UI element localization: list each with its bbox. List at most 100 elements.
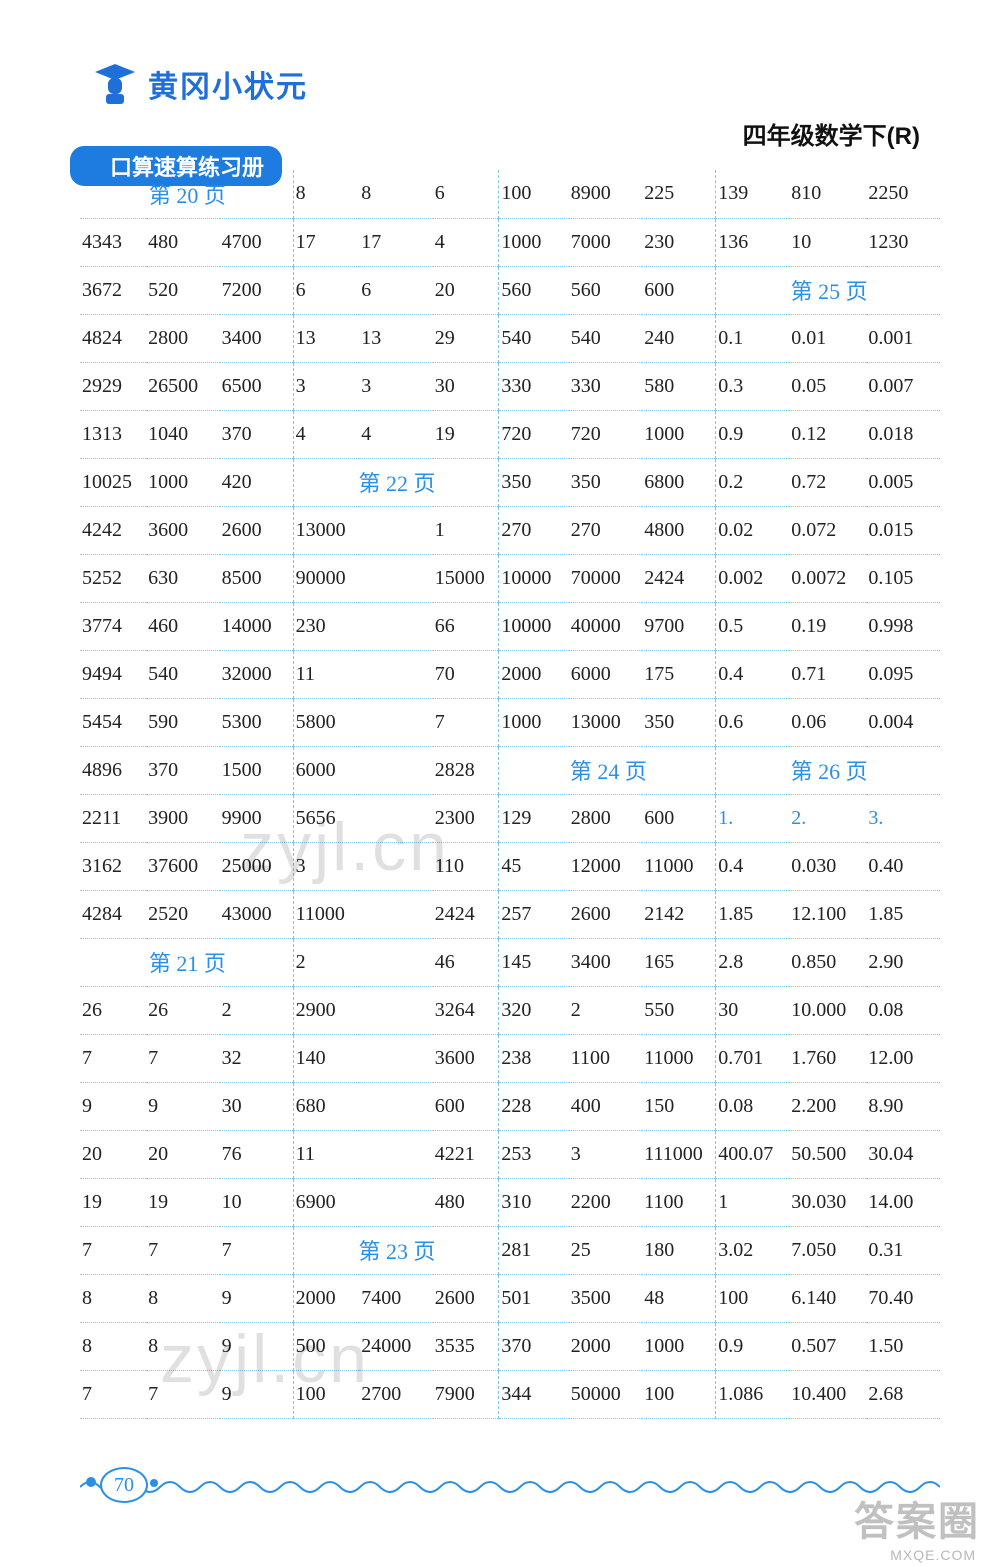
answer-table-wrap: 第 20 页8861008900225139810225043434804700…	[80, 170, 940, 1419]
answer-cell: 3400	[220, 314, 294, 362]
answer-cell: 180	[642, 1226, 716, 1274]
table-row: 292926500650033303303305800.30.050.007	[80, 362, 940, 410]
answer-cell: 7200	[220, 266, 294, 314]
answer-cell: 8	[80, 1322, 146, 1370]
answer-cell: 2700	[359, 1370, 433, 1418]
answer-cell: 2929	[80, 362, 146, 410]
answer-cell: 6	[359, 266, 433, 314]
answer-cell: 11000	[642, 1034, 716, 1082]
answer-cell: 7	[80, 1226, 146, 1274]
answer-cell: 17	[293, 218, 359, 266]
answer-cell: 70	[433, 650, 499, 698]
answer-cell: 25	[569, 1226, 643, 1274]
answer-cell	[359, 1082, 433, 1130]
answer-cell: 370	[220, 410, 294, 458]
answer-cell: 0.007	[866, 362, 940, 410]
answer-cell: 0.12	[789, 410, 866, 458]
answer-cell: 6.140	[789, 1274, 866, 1322]
answer-cell: 2600	[569, 890, 643, 938]
answer-cell: 66	[433, 602, 499, 650]
answer-cell: 11	[293, 650, 359, 698]
answer-cell: 2800	[569, 794, 643, 842]
answer-cell: 32	[220, 1034, 294, 1082]
answer-cell: 7	[433, 698, 499, 746]
answer-cell: 13	[293, 314, 359, 362]
answer-cell: 9494	[80, 650, 146, 698]
answer-cell: 501	[499, 1274, 569, 1322]
table-row: 37744601400023066100004000097000.50.190.…	[80, 602, 940, 650]
answer-cell: 3.02	[716, 1226, 790, 1274]
answer-cell: 270	[569, 506, 643, 554]
answer-cell: 46	[433, 938, 499, 986]
answer-cell	[359, 506, 433, 554]
answer-cell: 32000	[220, 650, 294, 698]
answer-cell: 76	[220, 1130, 294, 1178]
table-row: 第 21 页24614534001652.80.8502.90	[80, 938, 940, 986]
answer-cell: 0.030	[789, 842, 866, 890]
answer-cell: 9	[220, 1370, 294, 1418]
answer-cell: 0.72	[789, 458, 866, 506]
answer-cell: 3	[569, 1130, 643, 1178]
answer-cell	[359, 746, 433, 794]
answer-cell: 2211	[80, 794, 146, 842]
logo-block: 黄冈小状元 口算速算练习册	[90, 60, 308, 186]
answer-cell: 480	[433, 1178, 499, 1226]
answer-cell: 3	[293, 842, 359, 890]
answer-cell: 7	[146, 1034, 220, 1082]
answer-cell: 14.00	[866, 1178, 940, 1226]
answer-cell: 136	[716, 218, 790, 266]
answer-cell: 230	[642, 218, 716, 266]
answer-cell: 600	[642, 266, 716, 314]
answer-cell: 10.000	[789, 986, 866, 1034]
answer-cell: 0.5	[716, 602, 790, 650]
answer-cell: 110	[433, 842, 499, 890]
answer-cell: 1.50	[866, 1322, 940, 1370]
answer-cell: 1	[716, 1178, 790, 1226]
answer-cell: 0.4	[716, 842, 790, 890]
answer-cell: 4221	[433, 1130, 499, 1178]
answer-cell: 810	[789, 170, 866, 218]
answer-cell: 19	[433, 410, 499, 458]
answer-cell: 350	[642, 698, 716, 746]
page-label: 第 21 页	[80, 938, 293, 986]
answer-cell: 2000	[499, 650, 569, 698]
answer-cell: 3535	[433, 1322, 499, 1370]
answer-cell: 0.1	[716, 314, 790, 362]
answer-cell: 225	[642, 170, 716, 218]
table-row: 4284252043000110002424257260021421.8512.…	[80, 890, 940, 938]
answer-cell: 1000	[499, 698, 569, 746]
answer-cell: 4824	[80, 314, 146, 362]
answer-cell: 30.04	[866, 1130, 940, 1178]
answer-cell: 330	[499, 362, 569, 410]
answer-cell: 30	[433, 362, 499, 410]
answer-cell: 1.85	[866, 890, 940, 938]
answer-cell: 350	[499, 458, 569, 506]
dot-icon	[86, 1477, 96, 1487]
answer-cell: 330	[569, 362, 643, 410]
answer-cell	[359, 890, 433, 938]
answer-cell	[359, 794, 433, 842]
answer-cell: 0.015	[866, 506, 940, 554]
answer-cell: 3600	[433, 1034, 499, 1082]
scholar-icon	[90, 60, 140, 110]
answer-cell: 12000	[569, 842, 643, 890]
table-row: 第 20 页88610089002251398102250	[80, 170, 940, 218]
answer-cell: 5656	[293, 794, 359, 842]
answer-cell: 3400	[569, 938, 643, 986]
answer-cell: 70.40	[866, 1274, 940, 1322]
answer-cell: 14000	[220, 602, 294, 650]
answer-cell: 165	[642, 938, 716, 986]
answer-cell: 100	[293, 1370, 359, 1418]
answer-cell: 8500	[220, 554, 294, 602]
answer-cell: 228	[499, 1082, 569, 1130]
answer-cell: 3900	[146, 794, 220, 842]
table-row: 100251000420第 22 页35035068000.20.720.005	[80, 458, 940, 506]
answer-cell: 4896	[80, 746, 146, 794]
answer-cell: 590	[146, 698, 220, 746]
answer-cell: 6000	[569, 650, 643, 698]
answer-cell: 7	[146, 1226, 220, 1274]
answer-cell: 2600	[433, 1274, 499, 1322]
table-row: 42423600260013000127027048000.020.0720.0…	[80, 506, 940, 554]
answer-cell	[359, 986, 433, 1034]
answer-cell: 720	[499, 410, 569, 458]
